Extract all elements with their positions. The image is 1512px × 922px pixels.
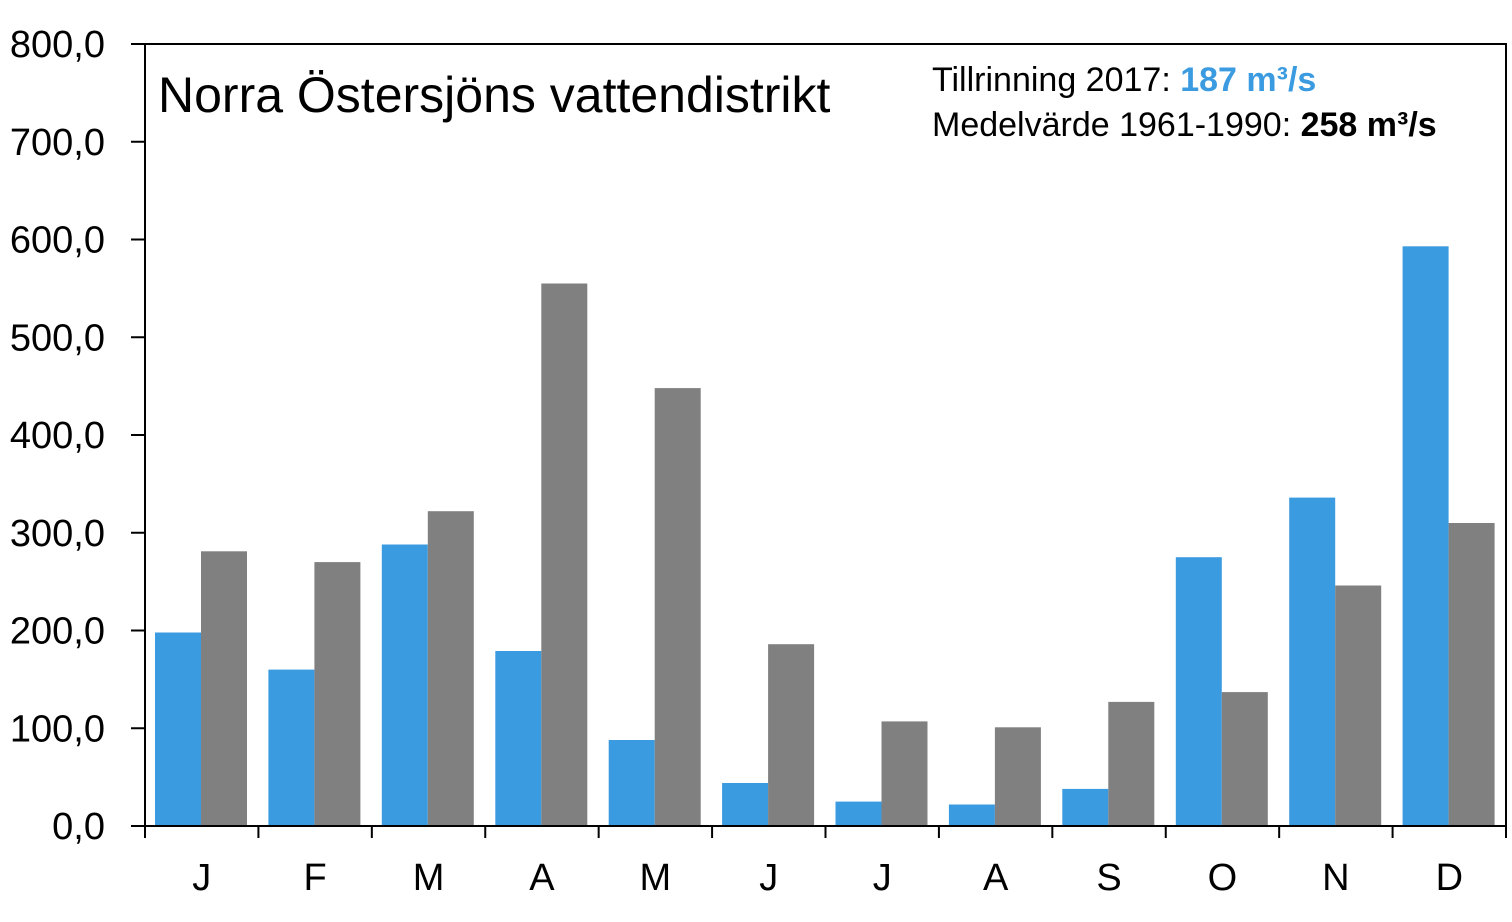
- bar-series-2-8: [1108, 701, 1155, 826]
- bar-series-2-1: [314, 562, 361, 826]
- y-tick-label: 500,0: [10, 317, 105, 359]
- bar-series-2-2: [427, 511, 474, 826]
- legend-line-current: Tillrinning 2017: 187 m³/s: [932, 61, 1316, 99]
- bar-series-1-9: [1175, 557, 1222, 826]
- y-tick-label: 700,0: [10, 122, 105, 164]
- bar-series-2-4: [654, 388, 701, 826]
- bar-series-2-6: [881, 721, 928, 826]
- y-tick-label: 300,0: [10, 513, 105, 555]
- bar-series-1-3: [495, 651, 542, 826]
- bar-series-1-11: [1402, 246, 1449, 827]
- x-category-label: N: [1322, 857, 1349, 899]
- legend-average-label: Medelvärde 1961-1990:: [932, 106, 1301, 144]
- legend-current-label: Tillrinning 2017:: [932, 61, 1180, 99]
- x-category-label: J: [873, 857, 892, 899]
- x-category-label: M: [413, 857, 445, 899]
- bar-series-2-10: [1335, 585, 1382, 826]
- y-tick-label: 100,0: [10, 708, 105, 750]
- bar-series-1-1: [268, 669, 315, 826]
- y-tick-label: 600,0: [10, 220, 105, 262]
- x-category-label: S: [1096, 857, 1121, 899]
- bar-series-1-6: [835, 801, 882, 826]
- y-tick-label: 800,0: [10, 24, 105, 66]
- bar-series-2-5: [768, 644, 815, 826]
- x-category-label: O: [1208, 857, 1238, 899]
- bar-series-1-5: [722, 783, 769, 826]
- bar-series-1-10: [1289, 497, 1336, 826]
- bar-series-1-2: [381, 544, 428, 826]
- bar-series-1-8: [1062, 788, 1109, 826]
- x-category-label: A: [983, 857, 1009, 899]
- y-tick-label: 400,0: [10, 415, 105, 457]
- y-tick-label: 0,0: [52, 806, 105, 848]
- x-category-label: A: [529, 857, 555, 899]
- x-category-label: J: [759, 857, 778, 899]
- bar-series-1-7: [948, 804, 995, 826]
- x-category-label: J: [192, 857, 211, 899]
- bar-series-1-0: [155, 632, 201, 826]
- bar-series-2-9: [1221, 692, 1268, 826]
- chart-title: Norra Östersjöns vattendistrikt: [158, 67, 831, 123]
- ticks-group: 0,0 100,0 200,0 300,0 400,0 500,0 600,0 700,0 80…: [10, 24, 1507, 899]
- bar-series-2-7: [994, 727, 1041, 826]
- legend-line-average: Medelvärde 1961-1990: 258 m³/s: [932, 106, 1437, 144]
- x-category-label: F: [304, 857, 327, 899]
- bar-series-1-4: [608, 740, 655, 826]
- bar-series-2-0: [201, 551, 247, 826]
- legend-average-value: 258 m³/s: [1301, 106, 1437, 144]
- bars-group: [155, 246, 1495, 827]
- bar-series-2-11: [1448, 523, 1495, 826]
- bar-series-2-3: [541, 283, 588, 826]
- y-tick-label: 200,0: [10, 611, 105, 653]
- x-category-label: M: [640, 857, 672, 899]
- legend-current-value: 187 m³/s: [1180, 61, 1316, 99]
- x-category-label: D: [1436, 857, 1463, 899]
